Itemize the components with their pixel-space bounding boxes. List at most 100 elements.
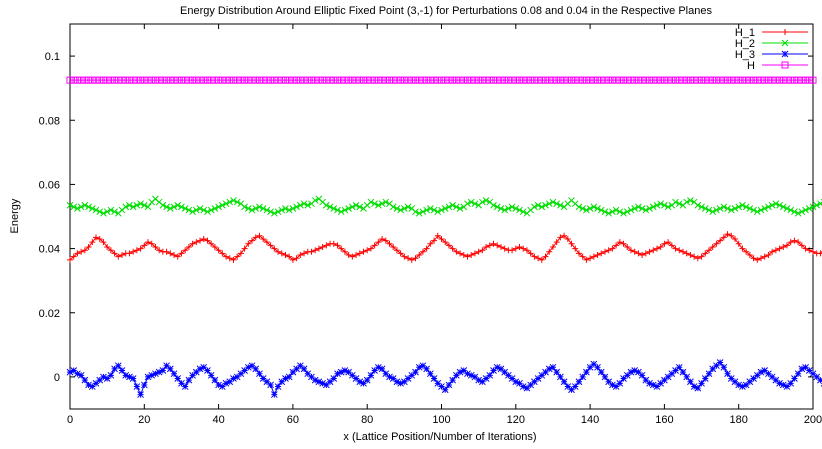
data-point bbox=[293, 365, 300, 373]
data-point bbox=[787, 76, 795, 84]
data-point bbox=[817, 376, 822, 384]
data-point bbox=[605, 76, 613, 84]
data-point bbox=[768, 76, 776, 84]
data-point bbox=[568, 386, 575, 394]
data-point bbox=[646, 76, 654, 84]
data-point bbox=[780, 243, 787, 250]
data-point bbox=[594, 363, 601, 371]
data-point bbox=[252, 76, 260, 84]
data-point bbox=[746, 378, 754, 386]
data-point bbox=[597, 206, 605, 214]
data-point bbox=[367, 198, 375, 206]
data-point bbox=[126, 250, 133, 257]
data-point bbox=[211, 76, 219, 84]
data-point bbox=[389, 76, 397, 84]
data-point bbox=[449, 376, 456, 384]
data-point bbox=[122, 76, 130, 84]
data-point bbox=[181, 76, 189, 84]
data-point bbox=[441, 205, 449, 212]
data-point bbox=[196, 205, 204, 212]
data-point bbox=[126, 201, 133, 209]
data-point bbox=[564, 383, 572, 390]
data-point bbox=[761, 367, 769, 374]
data-point bbox=[564, 76, 572, 84]
data-point bbox=[360, 248, 367, 255]
data-point bbox=[330, 76, 338, 84]
data-point bbox=[215, 76, 223, 84]
data-point bbox=[791, 237, 798, 244]
data-point bbox=[255, 76, 263, 84]
data-point bbox=[809, 203, 817, 211]
data-point bbox=[505, 205, 512, 212]
data-point bbox=[96, 76, 104, 84]
data-point bbox=[534, 76, 542, 84]
data-point bbox=[553, 76, 561, 84]
data-point bbox=[687, 197, 694, 204]
data-point bbox=[85, 203, 92, 211]
legend-marker bbox=[781, 61, 789, 69]
data-point bbox=[453, 371, 460, 379]
data-point bbox=[270, 209, 278, 217]
data-point bbox=[802, 245, 809, 252]
data-point bbox=[516, 206, 523, 214]
axis-ticks: 0 20 40 60 80 100 120 140 160 180 200 0 0.02 0.04 0.06… bbox=[39, 24, 822, 426]
data-point bbox=[211, 205, 219, 212]
data-point bbox=[281, 76, 289, 84]
data-point bbox=[750, 76, 758, 84]
data-point bbox=[582, 76, 590, 84]
data-point bbox=[672, 245, 679, 252]
data-point bbox=[497, 205, 505, 212]
data-point bbox=[620, 209, 627, 217]
data-point bbox=[527, 381, 535, 389]
data-point bbox=[218, 76, 226, 84]
data-point bbox=[107, 76, 115, 84]
data-point bbox=[661, 240, 668, 247]
legend-marker bbox=[782, 29, 788, 35]
data-point bbox=[639, 252, 646, 258]
data-point bbox=[479, 198, 486, 206]
data-point bbox=[304, 201, 312, 209]
data-point bbox=[427, 240, 434, 247]
data-point bbox=[742, 76, 750, 84]
data-point bbox=[694, 255, 701, 262]
data-point bbox=[244, 76, 252, 84]
data-point bbox=[140, 76, 148, 84]
data-point bbox=[683, 373, 691, 381]
data-point bbox=[308, 373, 315, 381]
data-point bbox=[438, 206, 445, 214]
data-point bbox=[274, 383, 282, 390]
data-point bbox=[638, 371, 646, 379]
data-point bbox=[579, 373, 587, 381]
data-point bbox=[649, 203, 657, 211]
data-point bbox=[523, 247, 530, 254]
data-point bbox=[367, 371, 375, 379]
data-point bbox=[482, 375, 490, 382]
data-point bbox=[586, 76, 594, 84]
data-point bbox=[367, 245, 374, 252]
data-point bbox=[731, 76, 739, 84]
data-point bbox=[616, 76, 624, 84]
data-point bbox=[720, 76, 728, 84]
data-point bbox=[233, 76, 241, 84]
data-point bbox=[690, 383, 698, 390]
data-point bbox=[111, 250, 118, 257]
data-point bbox=[475, 248, 482, 255]
data-point bbox=[757, 206, 765, 214]
data-point bbox=[649, 381, 657, 389]
data-point bbox=[483, 243, 490, 250]
data-point bbox=[709, 76, 717, 84]
data-point bbox=[691, 253, 698, 260]
chart-title: Energy Distribution Around Elliptic Fixe… bbox=[180, 5, 712, 17]
data-point bbox=[531, 378, 538, 386]
data-point bbox=[371, 200, 378, 208]
data-point bbox=[712, 76, 720, 84]
data-point bbox=[727, 206, 735, 214]
data-point bbox=[423, 206, 430, 214]
data-point bbox=[114, 76, 122, 84]
data-point bbox=[100, 239, 107, 246]
data-point bbox=[590, 253, 597, 260]
data-point bbox=[597, 76, 605, 84]
data-point bbox=[494, 242, 501, 249]
data-point bbox=[787, 239, 794, 246]
